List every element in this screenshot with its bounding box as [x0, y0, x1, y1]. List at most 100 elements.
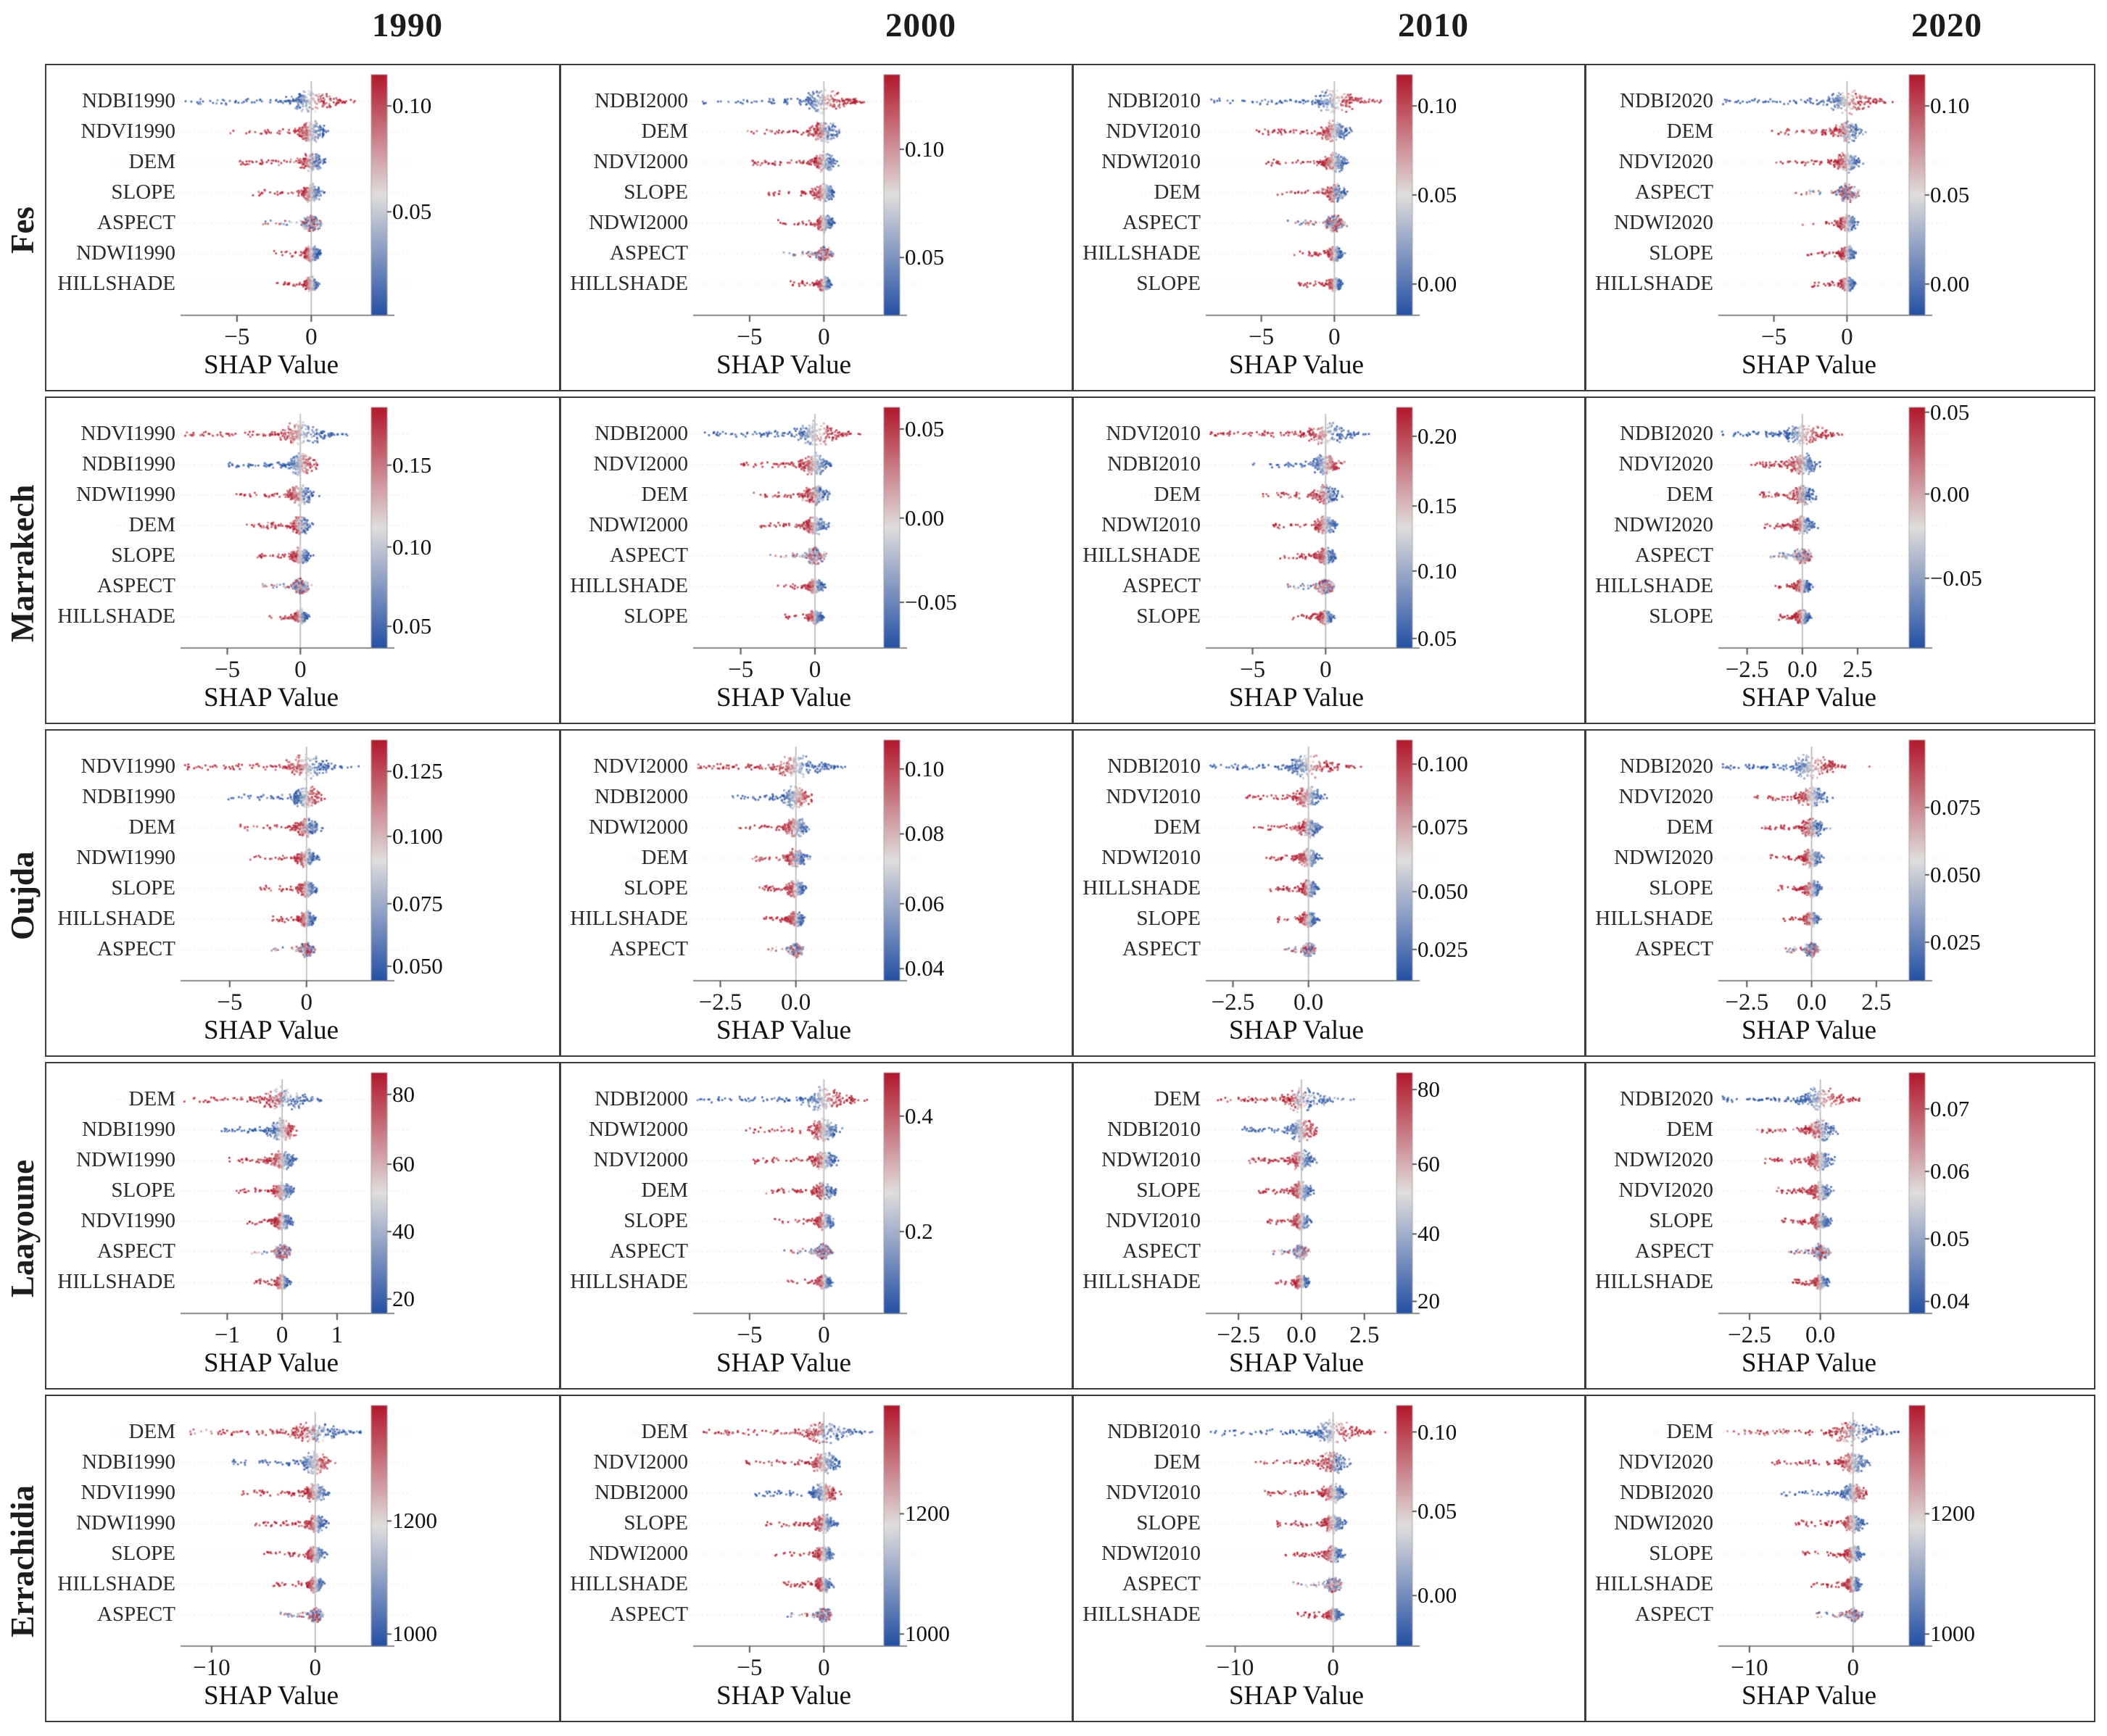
colorbar-tick-label: 0.2: [905, 1218, 933, 1245]
feature-label-dem: DEM: [128, 150, 175, 173]
feature-label-hillshade: HILLSHADE: [1595, 1572, 1713, 1595]
x-tick-label: −5: [214, 657, 241, 683]
x-tick-label: 2.5: [1349, 1322, 1380, 1348]
feature-label-ndvi2000: NDVI2000: [593, 1148, 689, 1171]
colorbar-tick-label: 0.075: [1417, 813, 1468, 839]
x-tick-label: 2.5: [1842, 657, 1873, 683]
colorbar-tick-label: 0.075: [1930, 794, 1981, 820]
colorbar-tick-label: 0.06: [905, 890, 945, 916]
shap-plot-errachidia-1990: DEM NDBI1990 NDVI1990 NDWI1990 SLOPE HILLSHAD…: [46, 1396, 559, 1724]
feature-label-dem: DEM: [641, 120, 688, 143]
feature-label-dem: DEM: [641, 483, 688, 506]
column-header-2020: 2020: [1911, 7, 1982, 44]
colorbar-tick-label: 0.15: [1417, 493, 1457, 519]
colorbar-tick-label: 0.025: [1417, 936, 1468, 962]
shap-plot-errachidia-2020: DEM NDVI2020 NDBI2020 NDWI2020 SLOPE HILLSHAD…: [1584, 1396, 2097, 1724]
feature-label-hillshade: HILLSHADE: [570, 1572, 688, 1595]
feature-label-aspect: ASPECT: [1122, 211, 1201, 234]
x-axis-label: SHAP Value: [1228, 1348, 1365, 1378]
beeswarm-canvas: [46, 731, 559, 1058]
feature-label-ndwi2000: NDWI2000: [589, 1118, 688, 1141]
colorbar-tick-label: 0.05: [1930, 1226, 1970, 1252]
beeswarm-canvas: [46, 1063, 559, 1391]
feature-label-ndwi2000: NDWI2000: [589, 211, 688, 234]
feature-label-dem: DEM: [1666, 815, 1713, 839]
colorbar-tick-label: 0.10: [1930, 93, 1970, 119]
feature-label-aspect: ASPECT: [610, 1603, 688, 1626]
colorbar-tick-label: 60: [392, 1151, 415, 1177]
feature-label-aspect: ASPECT: [97, 1603, 175, 1626]
colorbar-tick-label: 60: [1417, 1151, 1440, 1177]
feature-label-slope: SLOPE: [1649, 1542, 1713, 1565]
feature-label-slope: SLOPE: [1136, 1511, 1201, 1534]
shap-plot-fes-2020: NDBI2020 DEM NDVI2020 ASPECT NDWI2020 SLOPE HI…: [1584, 65, 2097, 393]
shap-plot-oujda-2020: NDBI2020 NDVI2020 DEM NDWI2020 SLOPE HILLSHAD…: [1584, 731, 2097, 1058]
x-tick-label: 0: [818, 324, 830, 350]
feature-label-aspect: ASPECT: [610, 241, 688, 265]
row-header-oujda: Oujda: [4, 851, 41, 941]
beeswarm-canvas: [1072, 731, 1584, 1058]
x-tick-label: 0: [309, 1655, 321, 1681]
feature-label-aspect: ASPECT: [97, 574, 175, 597]
feature-label-ndvi2010: NDVI2010: [1106, 422, 1201, 445]
x-tick-label: −5: [1761, 324, 1787, 350]
x-axis-label: SHAP Value: [203, 1681, 339, 1711]
feature-label-ndvi1990: NDVI1990: [80, 422, 176, 445]
colorbar-tick-label: 0.05: [1930, 182, 1970, 207]
feature-label-hillshade: HILLSHADE: [1083, 241, 1201, 265]
colorbar-tick-label: 0.06: [1930, 1158, 1970, 1184]
x-tick-label: 0: [1320, 657, 1332, 683]
feature-label-ndvi2020: NDVI2020: [1618, 150, 1714, 173]
feature-label-slope: SLOPE: [1649, 1209, 1713, 1232]
feature-label-ndwi2020: NDWI2020: [1614, 846, 1713, 869]
shap-plot-laayoune-2000: NDBI2000 NDWI2000 NDVI2000 DEM SLOPE ASPECT HI…: [559, 1063, 1072, 1391]
feature-label-aspect: ASPECT: [610, 1239, 688, 1263]
feature-label-hillshade: HILLSHADE: [57, 1572, 175, 1595]
x-tick-label: −2.5: [698, 989, 742, 1016]
feature-label-dem: DEM: [1666, 1118, 1713, 1141]
feature-label-slope: SLOPE: [1136, 907, 1201, 930]
grid-row-marrakech: NDVI1990 NDBI1990 NDWI1990 DEM SLOPE ASPECT HI…: [45, 396, 2097, 726]
row-header-errachidia: Errachidia: [4, 1485, 41, 1637]
colorbar-tick-label: −0.05: [905, 589, 957, 615]
colorbar-tick-label: 0.125: [392, 758, 443, 784]
x-axis-label: SHAP Value: [1228, 1016, 1365, 1045]
colorbar-tick-label: 0.05: [1417, 182, 1457, 207]
shap-plot-oujda-1990: NDVI1990 NDBI1990 DEM NDWI1990 SLOPE HILLSHAD…: [46, 731, 559, 1058]
x-axis-label: SHAP Value: [1741, 1348, 1877, 1378]
beeswarm-canvas: [559, 65, 1072, 393]
x-axis-label: SHAP Value: [203, 683, 339, 713]
feature-label-ndvi2020: NDVI2020: [1618, 452, 1714, 475]
feature-label-ndvi1990: NDVI1990: [80, 1481, 176, 1504]
colorbar-tick-label: −0.05: [1930, 565, 1982, 591]
feature-label-slope: SLOPE: [1649, 241, 1713, 265]
feature-label-ndvi2010: NDVI2010: [1106, 785, 1201, 808]
feature-label-aspect: ASPECT: [610, 544, 688, 567]
feature-label-ndvi2010: NDVI2010: [1106, 120, 1201, 143]
x-tick-label: −5: [1239, 657, 1266, 683]
grid-row-laayoune: DEM NDBI1990 NDWI1990 SLOPE NDVI1990 ASPECT HI…: [45, 1062, 2097, 1391]
x-tick-label: −5: [1249, 324, 1275, 350]
x-axis-label: SHAP Value: [1741, 350, 1877, 380]
feature-label-dem: DEM: [128, 1087, 175, 1110]
feature-label-hillshade: HILLSHADE: [1595, 1270, 1713, 1293]
feature-label-slope: SLOPE: [624, 876, 688, 900]
colorbar-tick-label: 0.025: [1930, 929, 1981, 955]
colorbar-tick-label: 0.05: [1417, 1498, 1457, 1524]
colorbar-tick-label: 1000: [1930, 1621, 1975, 1647]
colorbar-tick-label: 0.10: [392, 533, 432, 560]
colorbar-tick-label: 0.00: [1417, 270, 1457, 296]
feature-label-ndbi1990: NDBI1990: [82, 452, 175, 475]
feature-label-aspect: ASPECT: [1635, 1239, 1713, 1263]
feature-label-slope: SLOPE: [1136, 1179, 1201, 1202]
feature-label-ndvi2000: NDVI2000: [593, 452, 689, 475]
x-tick-label: −5: [737, 324, 763, 350]
colorbar-tick-label: 80: [392, 1081, 415, 1107]
beeswarm-canvas: [1072, 65, 1584, 393]
x-axis-label: SHAP Value: [716, 1016, 852, 1045]
x-tick-label: 0: [305, 324, 318, 350]
feature-label-ndbi2010: NDBI2010: [1107, 1118, 1201, 1141]
x-tick-label: 0.0: [1293, 989, 1324, 1016]
colorbar-tick-label: 0.00: [1417, 1582, 1457, 1608]
colorbar-tick-label: 40: [1417, 1221, 1440, 1247]
